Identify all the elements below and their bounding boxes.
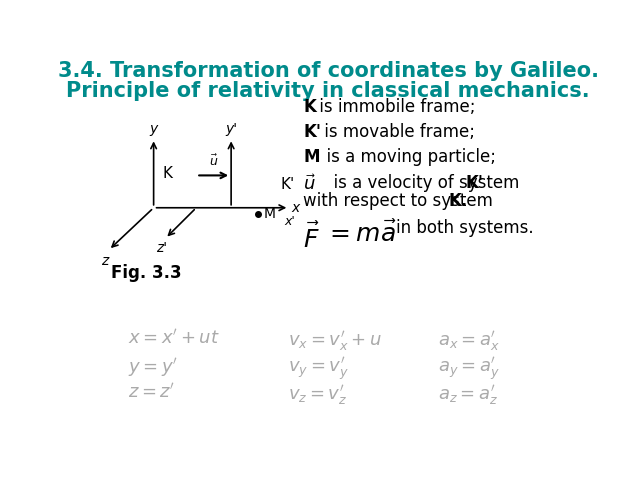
Text: z: z — [101, 254, 108, 268]
Text: $v_x = v_x' + u$: $v_x = v_x' + u$ — [288, 329, 381, 353]
Text: is a velocity of system: is a velocity of system — [323, 174, 525, 192]
Text: y: y — [150, 122, 157, 136]
Text: with respect to system: with respect to system — [303, 192, 499, 210]
Text: $\vec{F}$: $\vec{F}$ — [303, 223, 320, 253]
Text: $v_y = v_y'$: $v_y = v_y'$ — [288, 356, 349, 383]
Text: is movable frame;: is movable frame; — [319, 123, 475, 141]
Text: y': y' — [225, 122, 237, 136]
Text: in both systems.: in both systems. — [396, 219, 534, 237]
Text: $z = z'$: $z = z'$ — [128, 383, 175, 402]
Text: $x = x'+ut$: $x = x'+ut$ — [128, 329, 220, 348]
Text: $\vec{u}$: $\vec{u}$ — [303, 174, 316, 194]
Text: K.: K. — [449, 192, 468, 210]
Text: K': K' — [466, 174, 484, 192]
Text: K: K — [303, 97, 316, 116]
Text: M: M — [303, 148, 320, 167]
Text: $a_x = a_x'$: $a_x = a_x'$ — [438, 329, 500, 353]
Text: is a moving particle;: is a moving particle; — [316, 148, 495, 167]
Text: $= m\vec{a}$: $= m\vec{a}$ — [325, 221, 397, 247]
Text: is immobile frame;: is immobile frame; — [314, 97, 476, 116]
Text: K': K' — [280, 177, 295, 192]
Text: K': K' — [303, 123, 321, 141]
Text: Principle of relativity in classical mechanics.: Principle of relativity in classical mec… — [66, 81, 590, 101]
Text: M: M — [264, 207, 276, 221]
Text: $\vec{u}$: $\vec{u}$ — [209, 154, 218, 169]
Text: z': z' — [156, 241, 167, 255]
Text: 3.4. Transformation of coordinates by Galileo.: 3.4. Transformation of coordinates by Ga… — [58, 61, 598, 82]
Text: x': x' — [284, 216, 294, 228]
Text: x: x — [292, 201, 300, 215]
Text: $y = y'$: $y = y'$ — [128, 356, 178, 379]
Text: Fig. 3.3: Fig. 3.3 — [111, 264, 181, 282]
Text: $a_z = a_z'$: $a_z = a_z'$ — [438, 383, 498, 407]
Text: $a_y = a_y'$: $a_y = a_y'$ — [438, 356, 500, 383]
Text: K: K — [163, 166, 173, 180]
Text: $v_z = v_z'$: $v_z = v_z'$ — [288, 383, 347, 407]
